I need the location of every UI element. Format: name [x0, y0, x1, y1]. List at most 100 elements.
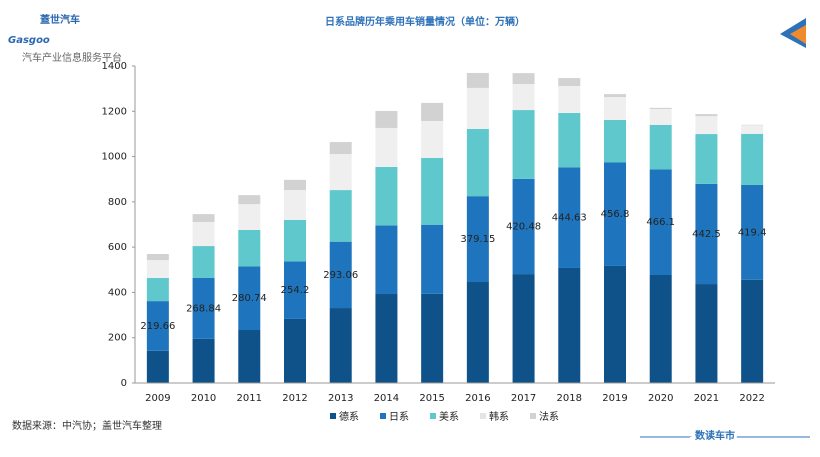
bar-segment — [558, 86, 581, 113]
bar-segment — [146, 260, 169, 279]
bar-segment — [421, 293, 444, 383]
logo-brand: Gasgoo — [8, 35, 50, 46]
bar-segment — [512, 73, 535, 85]
bar-segment — [695, 116, 718, 135]
bar-segment — [649, 107, 672, 109]
bar-segment — [512, 178, 535, 275]
bar-segment — [146, 301, 169, 351]
legend-swatch — [430, 413, 436, 419]
bar-segment — [284, 190, 306, 220]
x-tick-label: 2015 — [419, 393, 444, 404]
data-label: 293.06 — [323, 270, 358, 281]
legend-label: 法系 — [539, 410, 559, 423]
bar-segment — [329, 241, 352, 309]
y-tick-label: 800 — [108, 197, 127, 208]
bar-segment — [329, 308, 352, 383]
bar-segment — [741, 279, 764, 383]
bar-segment — [558, 167, 581, 268]
bar-segment — [329, 142, 352, 155]
bar-segment — [375, 294, 398, 383]
bar-segment — [604, 97, 626, 120]
data-label: 456.8 — [601, 209, 630, 220]
x-tick-label: 2010 — [191, 393, 216, 404]
bar-segment — [741, 125, 764, 134]
legend-swatch — [330, 413, 336, 419]
bar-segment — [421, 121, 444, 158]
bar-segment — [238, 204, 261, 230]
bar-segment — [741, 133, 764, 185]
x-tick-label: 2018 — [557, 393, 582, 404]
bar-segment — [649, 108, 672, 125]
bar-segment — [466, 72, 489, 88]
data-label: 254.2 — [281, 285, 310, 296]
bar-segment — [421, 102, 444, 122]
y-tick-label: 400 — [108, 287, 127, 298]
bar-segment — [466, 87, 489, 129]
bar-segment — [192, 338, 215, 383]
data-label: 444.63 — [552, 213, 587, 224]
bar-segment — [695, 183, 718, 285]
y-tick-label: 200 — [108, 333, 127, 344]
bar-segment — [604, 119, 626, 163]
footer-brand: 数读车市 — [695, 429, 735, 442]
bar-segment — [146, 350, 169, 383]
bar-segment — [375, 166, 398, 226]
x-tick-label: 2011 — [237, 393, 262, 404]
logo-name: 蓋世汽车 — [40, 13, 80, 26]
y-tick-label: 0 — [121, 378, 127, 389]
bar-segment — [421, 224, 444, 294]
bar-segment — [695, 284, 718, 383]
data-label: 219.66 — [140, 321, 175, 332]
x-tick-label: 2022 — [739, 393, 764, 404]
y-tick-label: 1200 — [102, 106, 127, 117]
bar-segment — [512, 274, 535, 383]
data-label: 442.5 — [692, 229, 721, 240]
bar-segment — [466, 282, 489, 383]
legend-swatch — [380, 413, 386, 419]
bar-segment — [695, 114, 718, 117]
x-tick-label: 2009 — [145, 393, 170, 404]
bar-segment — [329, 190, 352, 242]
x-tick-label: 2017 — [511, 393, 536, 404]
bar-segment — [512, 110, 535, 179]
data-label: 420.48 — [506, 221, 541, 232]
legend-swatch — [530, 413, 536, 419]
bar-segment — [466, 128, 489, 197]
legend-swatch — [480, 413, 486, 419]
bar-segment — [284, 219, 306, 262]
x-tick-label: 2020 — [648, 393, 673, 404]
bar-segment — [284, 261, 306, 319]
bar-segment — [695, 134, 718, 184]
bar-segment — [238, 266, 261, 331]
x-tick-label: 2016 — [465, 393, 490, 404]
bar-segment — [512, 84, 535, 111]
bar-segment — [375, 110, 398, 128]
y-tick-label: 1000 — [102, 152, 127, 163]
bar-segment — [238, 195, 261, 205]
bar-segment — [146, 254, 169, 261]
chart-title: 日系品牌历年乘用车销量情况（单位：万辆） — [325, 15, 525, 28]
data-label: 419.4 — [738, 227, 767, 238]
y-tick-label: 600 — [108, 242, 127, 253]
x-tick-label: 2013 — [328, 393, 353, 404]
bar-segment — [375, 225, 398, 295]
x-tick-label: 2012 — [282, 393, 307, 404]
y-tick-label: 1400 — [102, 61, 127, 72]
bar-segment — [649, 274, 672, 383]
bar-segment — [604, 265, 626, 383]
legend-label: 韩系 — [489, 410, 509, 423]
bar-segment — [192, 277, 215, 339]
bar-segment — [558, 78, 581, 87]
data-label: 280.74 — [232, 293, 267, 304]
data-label: 379.15 — [460, 234, 495, 245]
legend-label: 德系 — [339, 410, 359, 423]
bar-segment — [375, 127, 398, 167]
legend-label: 日系 — [389, 411, 409, 423]
deco-arrow — [790, 25, 806, 44]
bar-segment — [284, 318, 306, 383]
bar-segment — [604, 94, 626, 98]
x-tick-label: 2019 — [602, 393, 627, 404]
legend-label: 美系 — [439, 410, 459, 423]
bar-segment — [192, 214, 215, 223]
